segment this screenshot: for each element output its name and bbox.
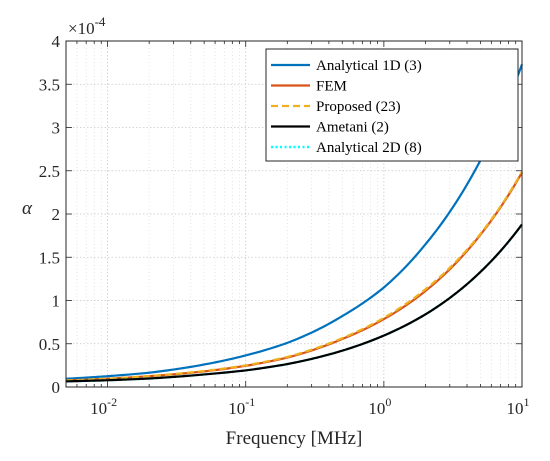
x-tick-label-exponent: -2 xyxy=(107,395,117,409)
x-axis-label: Frequency [MHz] xyxy=(226,428,363,449)
y-tick-label: 4 xyxy=(52,32,61,51)
y-exponent-label: ×10-4 xyxy=(68,14,106,38)
legend-entry-label: FEM xyxy=(316,79,347,95)
y-tick-label: 2 xyxy=(52,205,61,224)
y-tick-label: 1.5 xyxy=(39,248,60,267)
y-tick-label: 3.5 xyxy=(39,75,60,94)
y-tick-label: 2.5 xyxy=(39,162,60,181)
legend-entry-label: Analytical 1D (3) xyxy=(316,58,422,74)
x-tick-label: 10-2 xyxy=(90,395,117,418)
x-tick-label: 100 xyxy=(368,395,391,418)
legend-entry-label: Proposed (23) xyxy=(316,99,401,115)
series-line xyxy=(65,223,523,383)
y-axis-label: α xyxy=(22,198,33,219)
x-tick-label-exponent: 0 xyxy=(385,395,391,409)
legend-entry-label: Analytical 2D (8) xyxy=(316,140,422,156)
series-line xyxy=(65,171,523,382)
x-tick-label-base: 10 xyxy=(90,399,107,418)
x-tick-label-exponent: -1 xyxy=(245,395,255,409)
x-tick-label: 10-1 xyxy=(228,395,255,418)
x-tick-label-base: 10 xyxy=(228,399,245,418)
y-tick-label: 3 xyxy=(52,119,61,138)
y-tick-label: 1 xyxy=(52,292,61,311)
series-lines xyxy=(65,63,524,383)
x-tick-label-base: 10 xyxy=(368,399,385,418)
y-tick-label: 0 xyxy=(52,378,61,397)
y-tick-label: 0.5 xyxy=(39,335,60,354)
legend-entry-label: Ametani (2) xyxy=(316,120,389,136)
x-tick-label-exponent: 1 xyxy=(524,395,530,409)
legend: Analytical 1D (3) FEM Proposed (23) Ametani… xyxy=(265,48,519,162)
series-line xyxy=(65,63,524,380)
x-tick-label: 101 xyxy=(507,395,530,418)
x-tick-label-base: 10 xyxy=(507,399,524,418)
